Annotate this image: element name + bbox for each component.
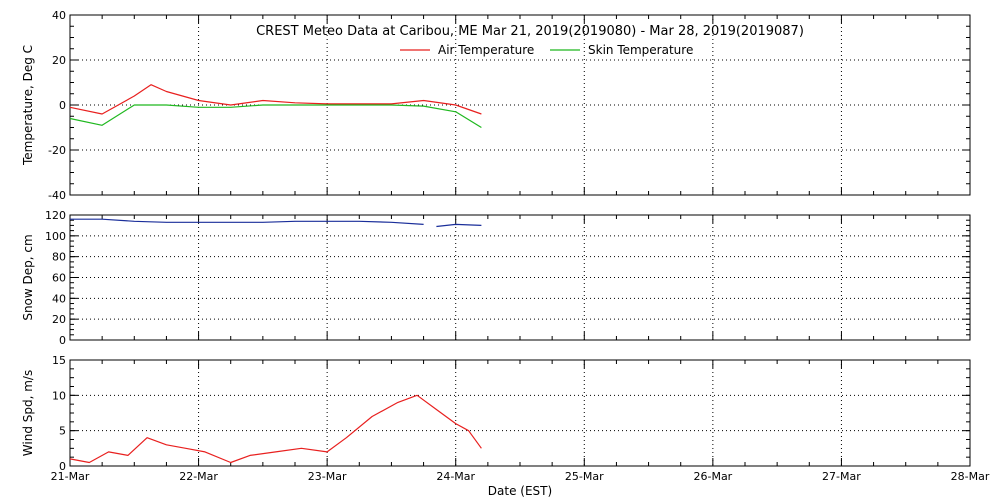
x-tick-label: 27-Mar [822,470,861,483]
x-tick-label: 24-Mar [436,470,475,483]
y-tick-label: -20 [48,144,66,157]
y-tick-label: 40 [52,292,66,305]
y-tick-label: 60 [52,272,66,285]
y-tick-label: 0 [59,334,66,347]
x-tick-label: 21-Mar [51,470,90,483]
y-tick-label: 40 [52,9,66,22]
series-line-0-0 [69,84,482,115]
y-axis-label: Wind Spd, m/s [21,370,35,456]
y-tick-label: 0 [59,460,66,473]
y-tick-label: 120 [45,209,66,222]
x-tick-label: 25-Mar [565,470,604,483]
y-axis-label: Temperature, Deg C [21,45,35,166]
x-tick-label: 28-Mar [951,470,990,483]
y-tick-label: -40 [48,189,66,202]
y-tick-label: 80 [52,251,66,264]
chart-title: CREST Meteo Data at Caribou, ME Mar 21, … [256,24,804,39]
series-line-1-0 [70,218,424,225]
legend-label-0: Air Temperature [438,43,534,57]
plot-frame-2 [69,359,971,467]
y-tick-label: 100 [45,230,66,243]
y-tick-label: 20 [52,54,66,67]
series-line-1-0-1 [436,223,482,228]
y-tick-label: 0 [59,99,66,112]
x-tick-label: 23-Mar [308,470,347,483]
y-axis-label: Snow Dep, cm [21,234,35,320]
y-tick-label: 5 [59,425,66,438]
x-axis-label: Date (EST) [488,484,552,498]
series-line-2-0 [69,394,482,464]
x-tick-label: 26-Mar [693,470,732,483]
y-tick-label: 20 [52,313,66,326]
y-tick-label: 15 [52,354,66,367]
series-line-0-1 [69,104,482,129]
y-tick-label: 10 [52,389,66,402]
legend-label-1: Skin Temperature [588,43,693,57]
x-tick-label: 22-Mar [179,470,218,483]
